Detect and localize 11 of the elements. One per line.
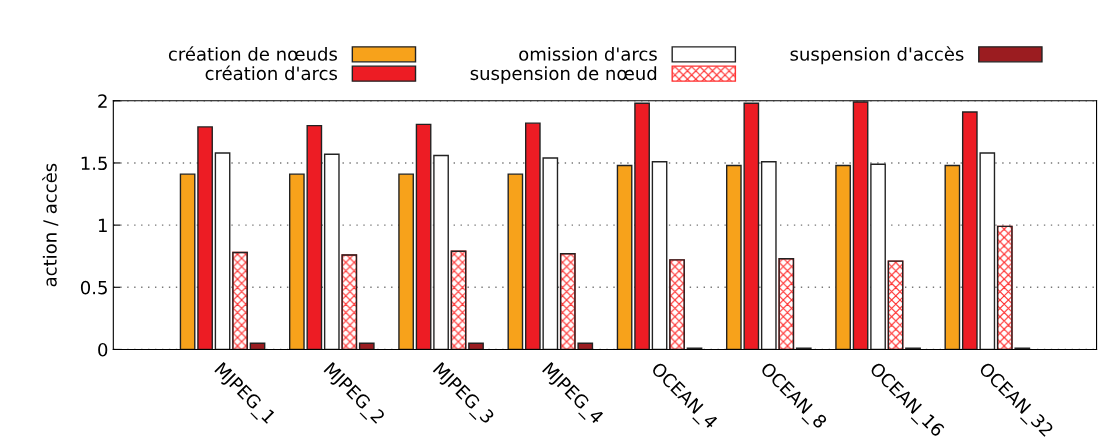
legend-label: suspension d'accès (790, 46, 964, 65)
y-tick-label: 0 (98, 342, 108, 357)
y-axis-title: action / accès (42, 163, 59, 287)
y-tick-label: 1.5 (81, 156, 107, 171)
y-tick-label: 1 (98, 218, 107, 232)
legend-label: suspension de nœud (470, 66, 657, 84)
y-tick-label: 0.5 (80, 280, 107, 295)
legend-label: création de nœuds (168, 46, 338, 61)
legend-label: création d'arcs (205, 65, 338, 81)
legend-label: omission d'arcs (519, 46, 657, 61)
y-tick-label: 2 (98, 94, 107, 108)
